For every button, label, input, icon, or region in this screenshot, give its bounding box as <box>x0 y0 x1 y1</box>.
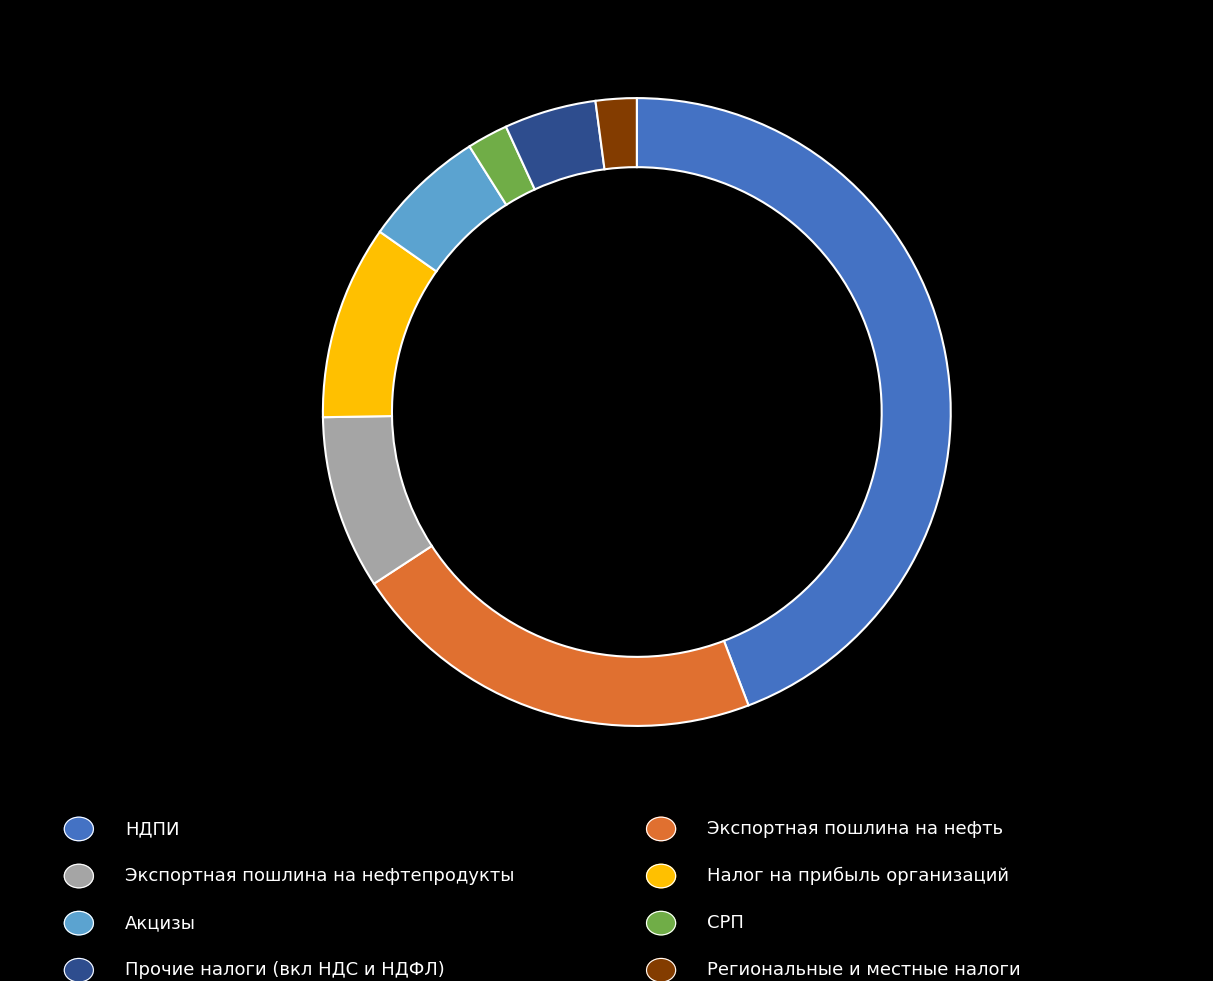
Wedge shape <box>506 101 604 189</box>
Text: СРП: СРП <box>707 914 744 932</box>
Text: Акцизы: Акцизы <box>125 914 197 932</box>
Text: Региональные и местные налоги: Региональные и местные налоги <box>707 961 1021 979</box>
Wedge shape <box>374 546 748 726</box>
Wedge shape <box>323 416 432 584</box>
Wedge shape <box>469 127 535 205</box>
Text: Прочие налоги (вкл НДС и НДФЛ): Прочие налоги (вкл НДС и НДФЛ) <box>125 961 445 979</box>
Text: Экспортная пошлина на нефтепродукты: Экспортная пошлина на нефтепродукты <box>125 867 514 885</box>
Text: НДПИ: НДПИ <box>125 820 180 838</box>
Wedge shape <box>380 146 506 272</box>
Wedge shape <box>323 232 437 417</box>
Text: Налог на прибыль организаций: Налог на прибыль организаций <box>707 867 1009 885</box>
Text: Экспортная пошлина на нефть: Экспортная пошлина на нефть <box>707 820 1003 838</box>
Wedge shape <box>596 98 637 170</box>
Wedge shape <box>637 98 951 705</box>
